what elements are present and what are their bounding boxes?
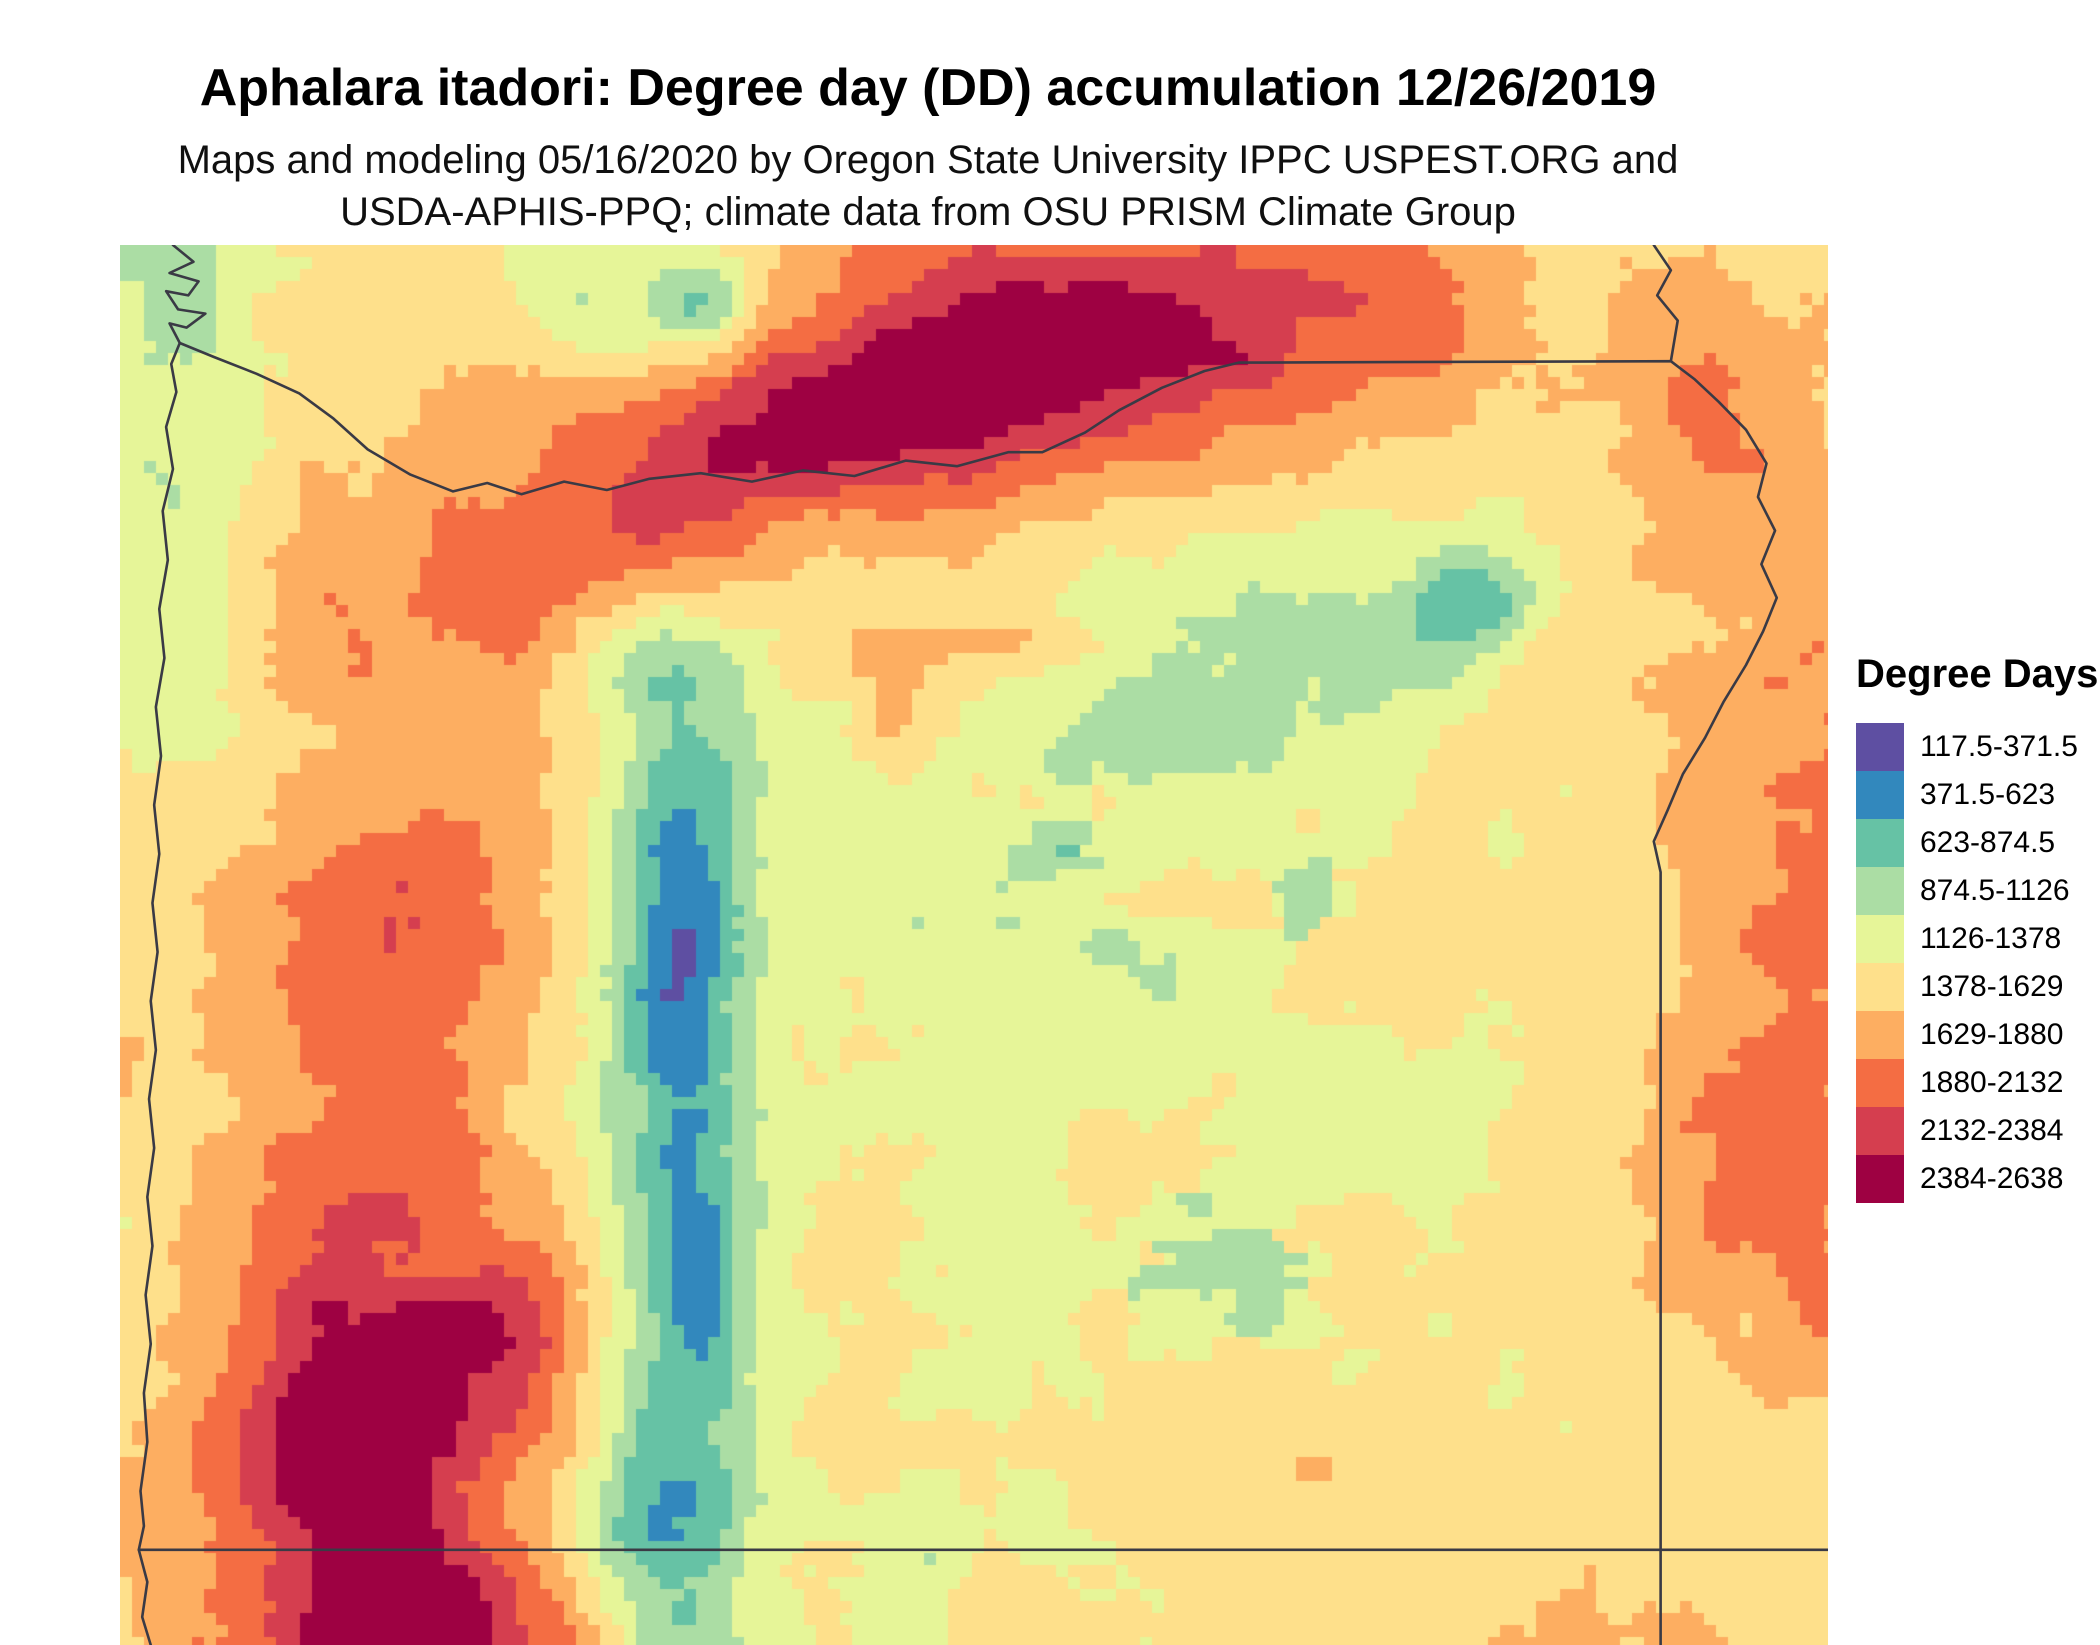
legend-entry: 1880-2132 — [1856, 1059, 2100, 1107]
legend-entry: 117.5-371.5 — [1856, 723, 2100, 771]
header: Aphalara itadori: Degree day (DD) accumu… — [0, 0, 1856, 238]
state-boundaries — [120, 245, 1828, 1645]
legend-entry: 623-874.5 — [1856, 819, 2100, 867]
columbia-river-north-border — [180, 343, 1777, 1645]
legend-label: 2384-2638 — [1920, 1162, 2064, 1195]
legend-label: 1378-1629 — [1920, 970, 2064, 1003]
legend-label: 1126-1378 — [1920, 922, 2062, 955]
legend-label: 874.5-1126 — [1920, 874, 2070, 907]
subtitle-line-1: Maps and modeling 05/16/2020 by Oregon S… — [177, 138, 1679, 182]
map-subtitle: Maps and modeling 05/16/2020 by Oregon S… — [0, 134, 1856, 238]
degree-day-map — [120, 245, 1828, 1645]
legend-label: 1629-1880 — [1920, 1018, 2064, 1051]
legend-label: 117.5-371.5 — [1920, 730, 2078, 763]
legend-label: 371.5-623 — [1920, 778, 2056, 811]
legend-swatch — [1856, 915, 1904, 963]
legend-title: Degree Days — [1856, 652, 2099, 696]
dd-raster-heatmap — [120, 245, 1828, 1645]
legend-entry: 371.5-623 — [1856, 771, 2100, 819]
legend-entry: 874.5-1126 — [1856, 867, 2100, 915]
legend-swatch — [1856, 819, 1904, 867]
legend: Degree Days 117.5-371.5 371.5-623 623-874.… — [1856, 652, 2100, 1203]
legend-swatch — [1856, 1155, 1904, 1203]
legend-entry: 2132-2384 — [1856, 1107, 2100, 1155]
legend-label: 1880-2132 — [1920, 1066, 2064, 1099]
legend-entry: 2384-2638 — [1856, 1155, 2100, 1203]
legend-swatch — [1856, 723, 1904, 771]
legend-label: 623-874.5 — [1920, 826, 2056, 859]
legend-entry: 1126-1378 — [1856, 915, 2100, 963]
legend-entries: 117.5-371.5 371.5-623 623-874.5 874.5-1126 1… — [1856, 723, 2100, 1203]
snake-river-upper-boundary — [1654, 245, 1678, 361]
legend-swatch — [1856, 771, 1904, 819]
legend-swatch — [1856, 1011, 1904, 1059]
subtitle-line-2: USDA-APHIS-PPQ; climate data from OSU PR… — [340, 190, 1516, 234]
legend-swatch — [1856, 1107, 1904, 1155]
legend-entry: 1629-1880 — [1856, 1011, 2100, 1059]
legend-label: 2132-2384 — [1920, 1114, 2064, 1147]
map-title: Aphalara itadori: Degree day (DD) accumu… — [199, 59, 1657, 117]
legend-swatch — [1856, 867, 1904, 915]
legend-entry: 1378-1629 — [1856, 963, 2100, 1011]
coastline-boundary — [139, 245, 206, 1645]
legend-swatch — [1856, 963, 1904, 1011]
legend-swatch — [1856, 1059, 1904, 1107]
